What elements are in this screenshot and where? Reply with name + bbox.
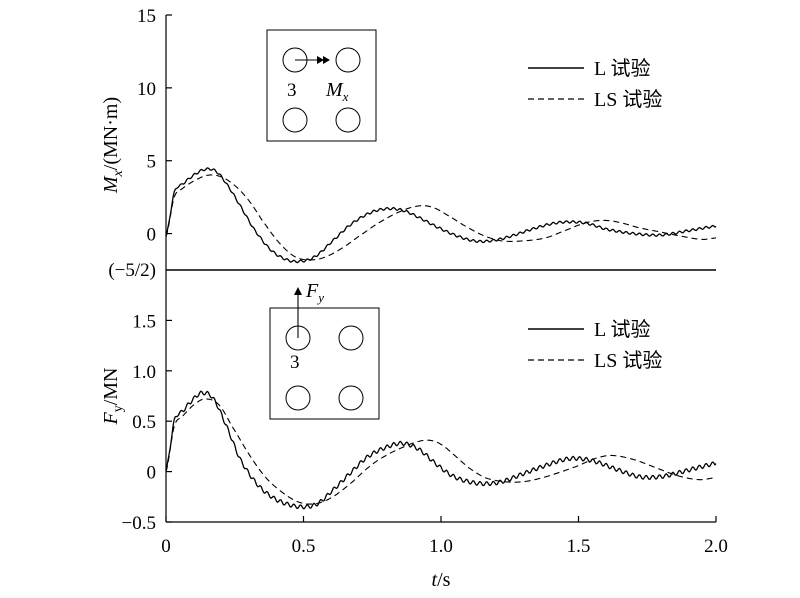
bottom-inset-diagram: 3 — [269, 287, 380, 420]
series-ls-line — [165, 174, 717, 261]
pile-circle-3 — [285, 385, 311, 411]
top-inset-frame — [266, 29, 377, 142]
top-panel: 15 10 5 0 (−5/2) Mx/(MN·m) 3 Mx L 试验 — [100, 6, 717, 281]
x-tick-label: 0.5 — [292, 536, 316, 557]
bottom-inset-arrow-label: Fy — [305, 280, 324, 305]
moment-arrow-head-2 — [317, 56, 324, 64]
bottom-y-ticks: 1.5 1.0 0.5 0 −0.5 — [122, 311, 172, 534]
bottom-legend: L 试验 LS 试验 — [528, 318, 662, 372]
bottom-legend-label-ls: LS 试验 — [594, 349, 662, 372]
top-bottom-tick-label: (−5/2) — [108, 260, 156, 281]
top-series-lines — [165, 167, 717, 264]
bottom-y-axis-label: Fy/MN — [100, 367, 126, 425]
y-tick-label: 1.0 — [132, 362, 156, 383]
x-tick-label: 1.5 — [567, 536, 591, 557]
pile-circle-2 — [335, 47, 361, 73]
moment-arrow-head-1 — [323, 56, 330, 64]
x-axis-label: t/s — [432, 569, 451, 591]
pile-circle-4 — [335, 107, 361, 133]
bottom-inset-frame — [269, 307, 380, 420]
top-inset-pile-label: 3 — [287, 80, 297, 101]
force-arrow-head — [294, 287, 302, 295]
y-tick-label: 0 — [147, 225, 157, 246]
x-tick-label: 2.0 — [704, 536, 728, 557]
top-legend-label-l: L 试验 — [594, 57, 650, 80]
bottom-x-ticks: 0 0.5 1.0 1.5 2.0 — [161, 516, 728, 557]
series-l-line — [165, 390, 717, 510]
bottom-series-lines — [165, 390, 717, 510]
bottom-inset-pile-label: 3 — [290, 352, 300, 373]
pile-circle-4 — [338, 385, 364, 411]
top-legend-label-ls: LS 试验 — [594, 88, 662, 111]
bottom-legend-label-l: L 试验 — [594, 318, 650, 341]
y-tick-label: 0.5 — [132, 412, 156, 433]
y-tick-label: 1.5 — [132, 311, 156, 332]
top-legend: L 试验 LS 试验 — [528, 57, 662, 111]
y-tick-label: 10 — [137, 79, 156, 100]
bottom-panel: 1.51.00.50−0.5 0 0.5 1.0 1.5 2.0 Fy/MN t/s 3… — [100, 270, 728, 591]
pile-circle-3 — [282, 107, 308, 133]
top-inset-arrow-label: Mx — [325, 79, 349, 104]
top-inset-diagram: 3 Mx — [266, 29, 377, 142]
y-tick-label: 0 — [147, 463, 157, 484]
series-l-line — [165, 167, 717, 264]
x-tick-label: 1.0 — [429, 536, 453, 557]
series-ls-line — [165, 398, 717, 505]
y-tick-label: −0.5 — [122, 513, 156, 534]
top-y-axis-label: Mx/(MN·m) — [100, 97, 126, 194]
top-y-ticks: 15 10 5 0 — [137, 6, 172, 246]
y-tick-label: 15 — [137, 6, 156, 27]
pile-circle-2 — [338, 325, 364, 351]
y-tick-label: 5 — [147, 152, 157, 173]
x-tick-label: 0 — [161, 536, 171, 557]
